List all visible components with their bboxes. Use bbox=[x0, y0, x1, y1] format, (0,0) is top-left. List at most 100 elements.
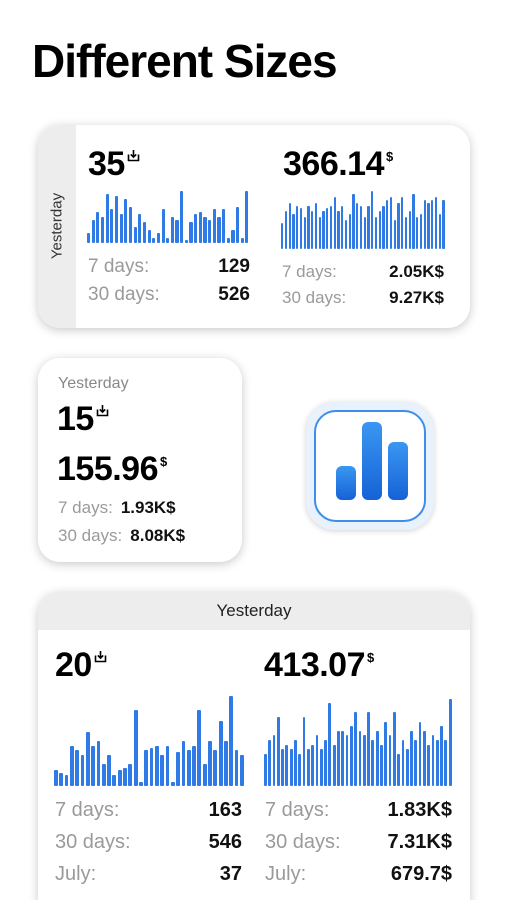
chart-bar bbox=[170, 781, 175, 786]
chart-bar bbox=[303, 217, 306, 249]
chart-bar bbox=[306, 749, 310, 786]
chart-bar bbox=[328, 703, 332, 786]
chart-bar bbox=[181, 741, 186, 786]
chart-bar bbox=[326, 208, 329, 249]
chart-bar bbox=[160, 754, 165, 786]
stat-row: 30 days: 546 bbox=[55, 831, 242, 853]
chart-bar bbox=[314, 202, 317, 249]
chart-bar bbox=[386, 199, 389, 249]
medium-widget[interactable]: Yesterday 35 366.14 $ 7 days: 129 30 days:… bbox=[38, 125, 470, 328]
chart-bar bbox=[382, 205, 385, 249]
chart-bar bbox=[96, 741, 101, 786]
chart-bar bbox=[362, 735, 366, 786]
chart-bar bbox=[388, 735, 392, 786]
chart-bar bbox=[285, 744, 289, 786]
chart-bar bbox=[416, 217, 419, 249]
chart-bar bbox=[359, 205, 362, 249]
chart-bar bbox=[276, 717, 280, 786]
downloads-count: 15 bbox=[57, 402, 109, 436]
chart-bar bbox=[147, 230, 151, 243]
download-icon bbox=[94, 651, 107, 663]
chart-bar bbox=[418, 721, 422, 786]
large-header: Yesterday bbox=[38, 592, 470, 630]
chart-bar bbox=[268, 740, 272, 786]
chart-bar bbox=[404, 217, 407, 249]
chart-bar bbox=[133, 709, 138, 786]
chart-bar bbox=[212, 209, 216, 243]
chart-bar bbox=[272, 735, 276, 786]
chart-bar bbox=[292, 214, 295, 249]
chart-bar bbox=[423, 199, 426, 249]
chart-bar bbox=[91, 219, 95, 243]
chart-bar bbox=[154, 745, 159, 786]
chart-bar bbox=[101, 763, 106, 786]
revenue-amount: 366.14 $ bbox=[283, 145, 394, 183]
icon-bar bbox=[362, 422, 382, 500]
chart-bar bbox=[401, 740, 405, 786]
chart-bar bbox=[110, 209, 114, 243]
chart-bar bbox=[186, 750, 191, 786]
stat-row: 7 days: 129 bbox=[88, 256, 250, 277]
chart-bar bbox=[218, 721, 223, 786]
chart-bar bbox=[80, 754, 85, 786]
chart-bar bbox=[123, 768, 127, 786]
chart-bar bbox=[440, 726, 443, 786]
revenue-amount: 155.96 $ bbox=[57, 450, 168, 488]
chart-bar bbox=[431, 199, 434, 249]
chart-bar bbox=[319, 749, 323, 786]
chart-bar bbox=[442, 199, 445, 249]
chart-bar bbox=[296, 205, 299, 249]
chart-bar bbox=[176, 751, 180, 786]
page-title: Different Sizes bbox=[32, 35, 338, 87]
chart-bar bbox=[229, 696, 234, 786]
chart-bar bbox=[337, 211, 340, 249]
chart-bar bbox=[142, 222, 147, 243]
chart-bar bbox=[434, 196, 437, 249]
chart-bar bbox=[389, 196, 392, 249]
chart-bar bbox=[384, 721, 388, 786]
chart-bar bbox=[410, 730, 413, 786]
chart-bar bbox=[217, 217, 221, 243]
chart-bar bbox=[322, 211, 325, 249]
chart-bar bbox=[124, 198, 128, 243]
revenue-stats: 7 days: 1.83K$ 30 days: 7.31K$ July: 679.7$ bbox=[265, 794, 452, 890]
revenue-stats: 7 days: 1.93K$ 30 days: 8.08K$ bbox=[58, 494, 222, 550]
chart-bar bbox=[175, 219, 179, 243]
icon-bar bbox=[336, 466, 356, 500]
chart-bar bbox=[289, 749, 293, 786]
app-icon[interactable] bbox=[306, 402, 434, 530]
chart-bar bbox=[239, 754, 244, 786]
downloads-stats: 7 days: 163 30 days: 546 July: 37 bbox=[55, 794, 242, 890]
chart-bar bbox=[431, 735, 435, 786]
chart-bar bbox=[234, 750, 239, 786]
stat-row: 30 days: 7.31K$ bbox=[265, 831, 452, 853]
stat-row: 7 days: 2.05K$ bbox=[282, 262, 444, 281]
chart-bar bbox=[198, 211, 202, 243]
chart-bar bbox=[315, 735, 319, 786]
chart-bar bbox=[64, 775, 69, 786]
stat-row: 30 days: 9.27K$ bbox=[282, 288, 444, 307]
chart-bar bbox=[281, 222, 284, 249]
chart-bar bbox=[371, 191, 374, 249]
chart-bar bbox=[375, 730, 379, 786]
chart-bar bbox=[91, 745, 95, 786]
chart-bar bbox=[337, 730, 340, 786]
chart-bar bbox=[367, 712, 370, 786]
chart-bar bbox=[392, 712, 396, 786]
chart-bar bbox=[192, 745, 196, 786]
chart-bar bbox=[438, 214, 441, 249]
chart-bar bbox=[240, 237, 244, 243]
chart-bar bbox=[367, 205, 370, 249]
chart-bar bbox=[197, 709, 202, 786]
chart-bar bbox=[356, 202, 359, 249]
chart-bar bbox=[448, 698, 452, 786]
chart-bar bbox=[419, 214, 422, 249]
chart-bar bbox=[165, 745, 170, 786]
large-widget[interactable]: Yesterday 20 413.07 $ 7 days: 163 30 days:… bbox=[38, 592, 470, 900]
currency-symbol: $ bbox=[160, 454, 168, 469]
chart-bar bbox=[401, 196, 404, 249]
small-widget[interactable]: Yesterday 15 155.96 $ 7 days: 1.93K$ 30 da… bbox=[38, 358, 242, 562]
chart-bar bbox=[393, 220, 396, 249]
chart-bar bbox=[329, 205, 332, 249]
chart-bar bbox=[435, 740, 439, 786]
